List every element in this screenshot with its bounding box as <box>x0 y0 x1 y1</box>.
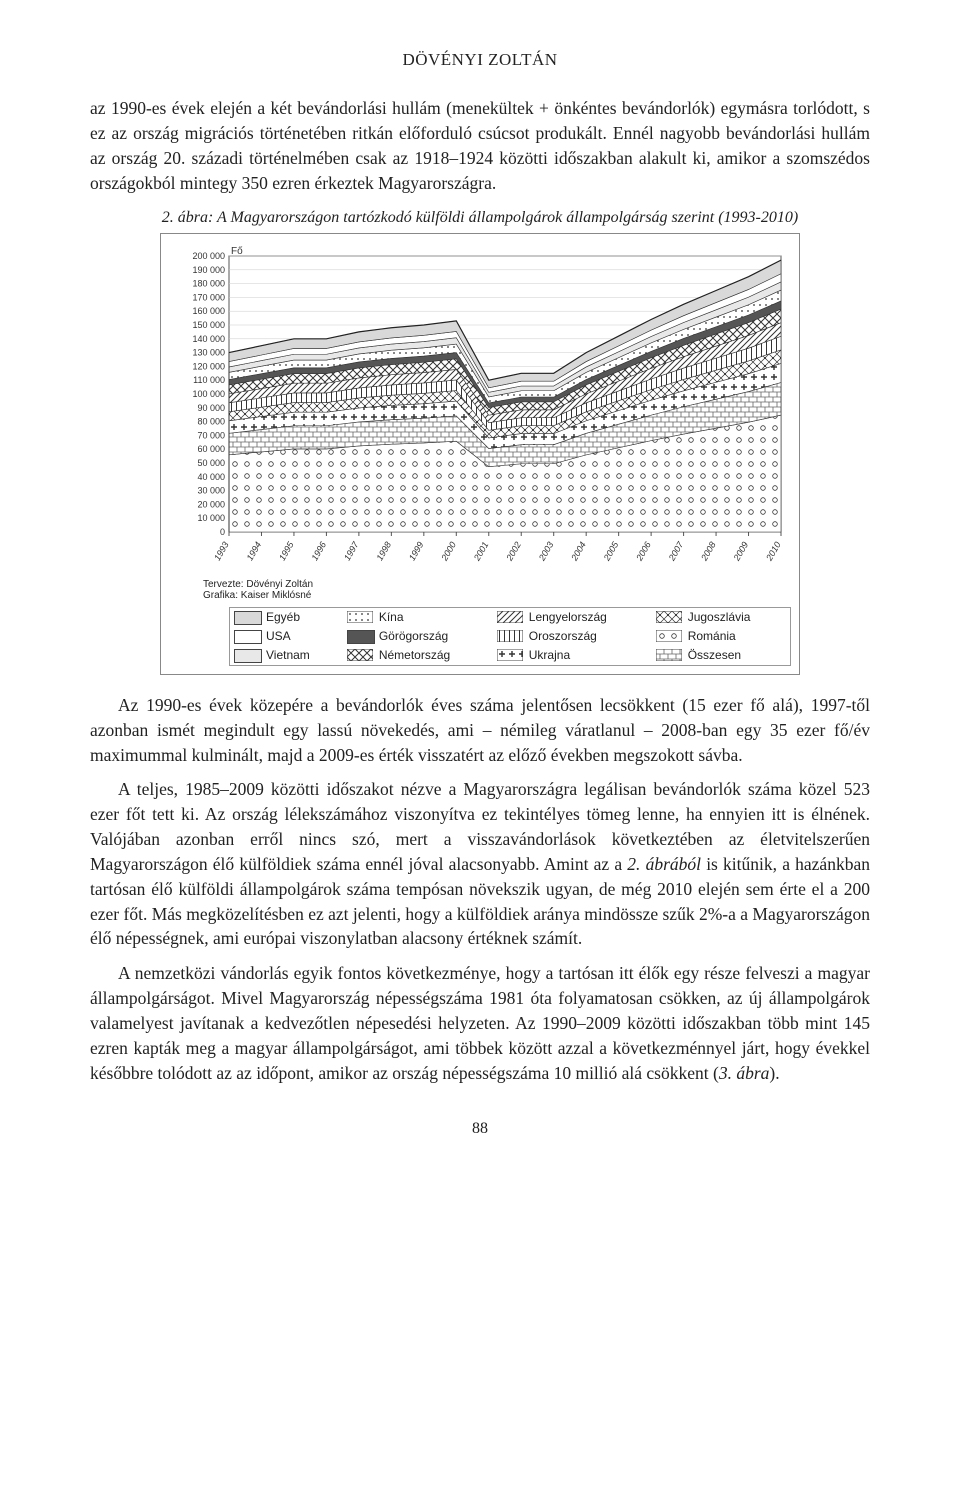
figure-2: 0 10 000 20 000 30 000 40 000 50 000 60 000 70 … <box>160 233 800 674</box>
svg-text:140 000: 140 000 <box>192 334 225 344</box>
legend-label: Kína <box>379 610 404 624</box>
svg-text:30 000: 30 000 <box>197 486 225 496</box>
svg-text:2010: 2010 <box>764 540 783 563</box>
svg-text:70 000: 70 000 <box>197 431 225 441</box>
svg-text:2005: 2005 <box>601 540 621 564</box>
svg-text:90 000: 90 000 <box>197 403 225 413</box>
legend-label: Oroszország <box>529 629 597 643</box>
legend-label: USA <box>266 629 291 643</box>
svg-text:2008: 2008 <box>699 540 718 563</box>
legend-item: Lengyelország <box>493 608 652 627</box>
svg-text:2004: 2004 <box>569 540 588 563</box>
paragraph-1: az 1990-es évek elején a két bevándorlás… <box>90 96 870 195</box>
svg-text:1994: 1994 <box>245 540 264 562</box>
svg-text:1993: 1993 <box>212 540 231 562</box>
svg-text:1995: 1995 <box>277 540 296 563</box>
chart-legend: Egyéb Kína Lengyelország Jugoszlávia USA Görö… <box>229 607 791 665</box>
page-number: 88 <box>90 1120 870 1138</box>
svg-text:120 000: 120 000 <box>192 362 225 372</box>
svg-text:2003: 2003 <box>536 540 555 563</box>
figure-credits: Tervezte: Dövényi Zoltán Grafika: Kaiser… <box>203 579 791 601</box>
paragraph-3: A teljes, 1985–2009 közötti időszakot né… <box>90 777 870 951</box>
legend-item: Egyéb <box>230 608 343 627</box>
svg-text:1999: 1999 <box>407 540 426 562</box>
legend-label: Összesen <box>688 648 741 662</box>
legend-item: Összesen <box>652 646 790 665</box>
svg-text:100 000: 100 000 <box>192 389 225 399</box>
svg-text:150 000: 150 000 <box>192 320 225 330</box>
svg-text:10 000: 10 000 <box>197 514 225 524</box>
svg-text:2006: 2006 <box>634 540 653 563</box>
svg-text:20 000: 20 000 <box>197 500 225 510</box>
legend-item: Görögország <box>343 627 493 646</box>
svg-text:110 000: 110 000 <box>193 376 225 386</box>
svg-text:2000: 2000 <box>439 540 458 563</box>
legend-item: Vietnam <box>230 646 343 665</box>
legend-label: Jugoszlávia <box>688 610 751 624</box>
svg-text:40 000: 40 000 <box>197 472 225 482</box>
legend-item: Románia <box>652 627 790 646</box>
legend-label: Románia <box>688 629 736 643</box>
legend-label: Görögország <box>379 629 448 643</box>
legend-item: Németország <box>343 646 493 665</box>
credit-graphics: Grafika: Kaiser Miklósné <box>203 590 791 601</box>
figure-2-caption: 2. ábra: A Magyarországon tartózkodó kül… <box>90 209 870 227</box>
svg-text:190 000: 190 000 <box>192 265 225 275</box>
svg-text:2007: 2007 <box>666 540 686 564</box>
svg-text:2001: 2001 <box>471 540 490 563</box>
legend-label: Ukrajna <box>529 648 570 662</box>
svg-text:60 000: 60 000 <box>197 445 225 455</box>
svg-text:1996: 1996 <box>309 540 328 562</box>
svg-text:200 000: 200 000 <box>192 251 225 261</box>
svg-text:2009: 2009 <box>731 540 750 563</box>
legend-label: Lengyelország <box>529 610 607 624</box>
svg-text:0: 0 <box>220 527 225 537</box>
svg-text:80 000: 80 000 <box>197 417 225 427</box>
svg-text:170 000: 170 000 <box>192 293 225 303</box>
credit-design: Tervezte: Dövényi Zoltán <box>203 579 791 590</box>
paragraph-2: Az 1990-es évek közepére a bevándorlók é… <box>90 693 870 768</box>
legend-label: Vietnam <box>266 648 310 662</box>
svg-text:Fő: Fő <box>231 246 243 257</box>
paragraph-4: A nemzetközi vándorlás egyik fontos köve… <box>90 961 870 1085</box>
legend-item: Ukrajna <box>493 646 652 665</box>
stacked-area-chart: 0 10 000 20 000 30 000 40 000 50 000 60 000 70 … <box>169 242 791 572</box>
legend-item: Kína <box>343 608 493 627</box>
svg-text:2002: 2002 <box>504 540 523 563</box>
page: DÖVÉNYI ZOLTÁN az 1990-es évek elején a … <box>0 0 960 1488</box>
legend-label: Németország <box>379 648 450 662</box>
svg-text:1997: 1997 <box>342 540 361 563</box>
legend-item: Oroszország <box>493 627 652 646</box>
svg-text:160 000: 160 000 <box>192 307 225 317</box>
svg-text:1998: 1998 <box>374 540 393 562</box>
legend-item: USA <box>230 627 343 646</box>
svg-text:180 000: 180 000 <box>192 279 225 289</box>
svg-text:50 000: 50 000 <box>197 458 225 468</box>
author-header: DÖVÉNYI ZOLTÁN <box>90 50 870 70</box>
legend-item: Jugoszlávia <box>652 608 790 627</box>
svg-text:130 000: 130 000 <box>192 348 225 358</box>
legend-label: Egyéb <box>266 610 300 624</box>
